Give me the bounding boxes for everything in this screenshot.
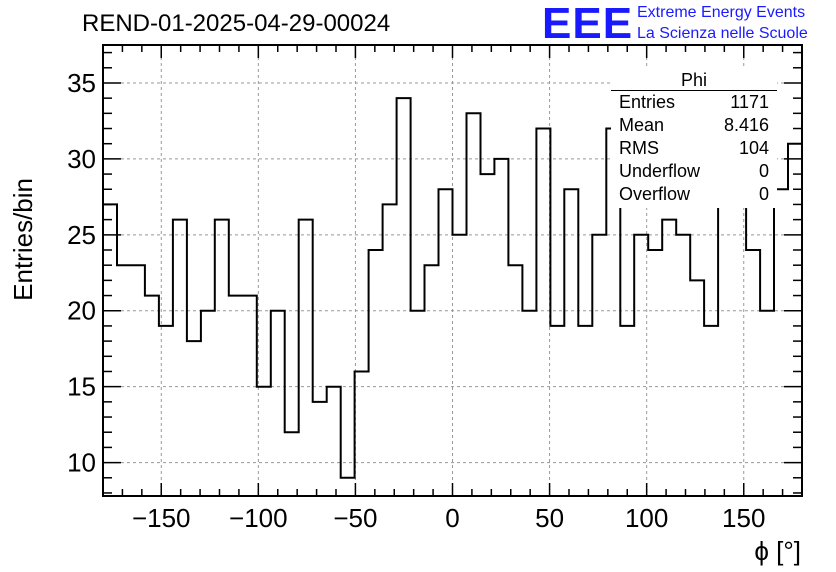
x-tick-label: 150 [722,503,765,533]
x-axis-label: ϕ [°] [754,536,801,566]
histogram-series [103,82,802,479]
stats-value: 0 [758,184,769,204]
stats-row-rms: RMS 104 [619,138,769,160]
x-tick-labels: −150 −100 −50 0 50 100 150 [132,503,765,533]
stats-key: RMS [619,138,659,158]
y-axis-label: Entries/bin [8,178,38,301]
stats-key: Entries [619,92,676,112]
y-tick-labels: 10 15 20 25 30 35 [67,68,96,478]
grid [103,45,802,496]
y-tick-label: 15 [67,372,96,402]
stats-row-entries: Entries 1171 [619,92,769,114]
y-tick-label: 10 [67,448,96,478]
eee-logo: EEE [542,0,634,48]
x-tick-label: −150 [132,503,191,533]
y-tick-label: 20 [67,296,96,326]
stats-row-overflow: Overflow 0 [619,184,769,206]
y-tick-label: 30 [67,144,96,174]
stats-row-underflow: Underflow 0 [619,161,769,183]
stats-key: Underflow [619,161,701,181]
stats-box: Phi Entries 1171 Mean 8.416 RMS 104 Unde… [611,68,777,208]
y-tick-label: 25 [67,220,96,250]
stats-value: 0 [758,161,769,181]
stats-title: Phi [680,70,707,90]
stats-row-mean: Mean 8.416 [619,115,769,137]
x-tick-label: 100 [625,503,668,533]
stats-divider [611,90,777,91]
axis-ticks [103,45,803,496]
plot-frame [102,44,803,497]
chart-title: REND-01-2025-04-29-00024 [82,10,391,37]
x-tick-label: 50 [535,503,564,533]
y-tick-label: 35 [67,68,96,98]
logo-line-2: La Scienza nelle Scuole [637,25,808,42]
x-tick-label: −100 [229,503,288,533]
stats-value: 104 [738,138,769,158]
stats-key: Mean [619,115,665,135]
stats-key: Overflow [619,184,691,204]
x-tick-label: −50 [333,503,377,533]
x-tick-label: 0 [445,503,459,533]
stats-value: 8.416 [723,115,769,135]
stats-value: 1171 [730,92,769,112]
logo-line-1: Extreme Energy Events [637,4,806,21]
